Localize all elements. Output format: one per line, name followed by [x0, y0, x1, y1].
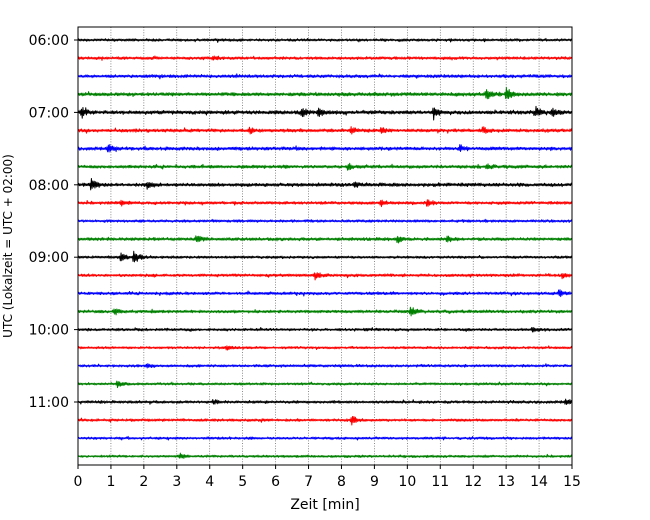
trace-1100 [77, 398, 573, 405]
trace-0900 [77, 250, 573, 263]
x-tick-label: 5 [238, 474, 247, 490]
x-tick-label: 1 [106, 474, 115, 490]
x-tick-label: 2 [139, 474, 148, 490]
plot-frame [77, 26, 573, 466]
trace-1145 [77, 452, 573, 459]
x-tick-label: 3 [172, 474, 181, 490]
x-tick-label: 4 [205, 474, 214, 490]
trace-0745 [77, 162, 573, 171]
trace-0830 [77, 218, 573, 224]
trace-1030 [77, 363, 573, 369]
trace-1130 [77, 435, 573, 441]
trace-0645 [77, 86, 573, 100]
x-tick-label: 0 [74, 474, 83, 490]
y-tick-label: 08:00 [29, 178, 69, 194]
trace-0715 [77, 126, 573, 135]
trace-0600 [77, 37, 573, 43]
y-axis-label: UTC (Lokalzeit = UTC + 02:00) [1, 154, 15, 338]
trace-0630 [77, 73, 573, 80]
trace-0730 [77, 144, 573, 153]
y-tick-label: 07:00 [29, 105, 69, 121]
x-tick-label: 9 [370, 474, 379, 490]
trace-0615 [77, 55, 573, 61]
x-tick-label: 14 [530, 474, 548, 490]
y-tick-label: 06:00 [29, 33, 69, 49]
trace-1115 [77, 415, 573, 426]
trace-0945 [77, 306, 573, 317]
y-axis-ticks: 06:00 07:00 08:00 09:00 10:00 11:00 [29, 33, 78, 411]
x-tick-label: 6 [271, 474, 280, 490]
trace-0930 [77, 289, 573, 298]
vertical-grid [110, 27, 540, 465]
trace-1015 [77, 345, 573, 351]
x-tick-label: 11 [431, 474, 449, 490]
x-tick-label: 13 [497, 474, 515, 490]
x-tick-label: 7 [304, 474, 313, 490]
y-tick-label: 10:00 [29, 323, 69, 339]
x-axis-label: Zeit [min] [290, 497, 359, 513]
trace-0915 [77, 272, 573, 281]
trace-0845 [77, 235, 573, 244]
trace-1045 [77, 380, 573, 389]
trace-0800 [77, 178, 573, 191]
x-axis-ticks: 0 1 2 3 4 5 6 7 8 9 10 11 12 13 14 15 [74, 465, 581, 490]
y-tick-label: 11:00 [29, 395, 69, 411]
trace-0815 [77, 199, 573, 208]
seismogram-traces [77, 37, 573, 459]
x-tick-label: 15 [563, 474, 581, 490]
x-tick-label: 10 [398, 474, 416, 490]
x-tick-label: 8 [337, 474, 346, 490]
trace-1000 [77, 326, 573, 333]
y-tick-label: 09:00 [29, 250, 69, 266]
x-tick-label: 12 [464, 474, 482, 490]
trace-0700 [77, 105, 573, 121]
